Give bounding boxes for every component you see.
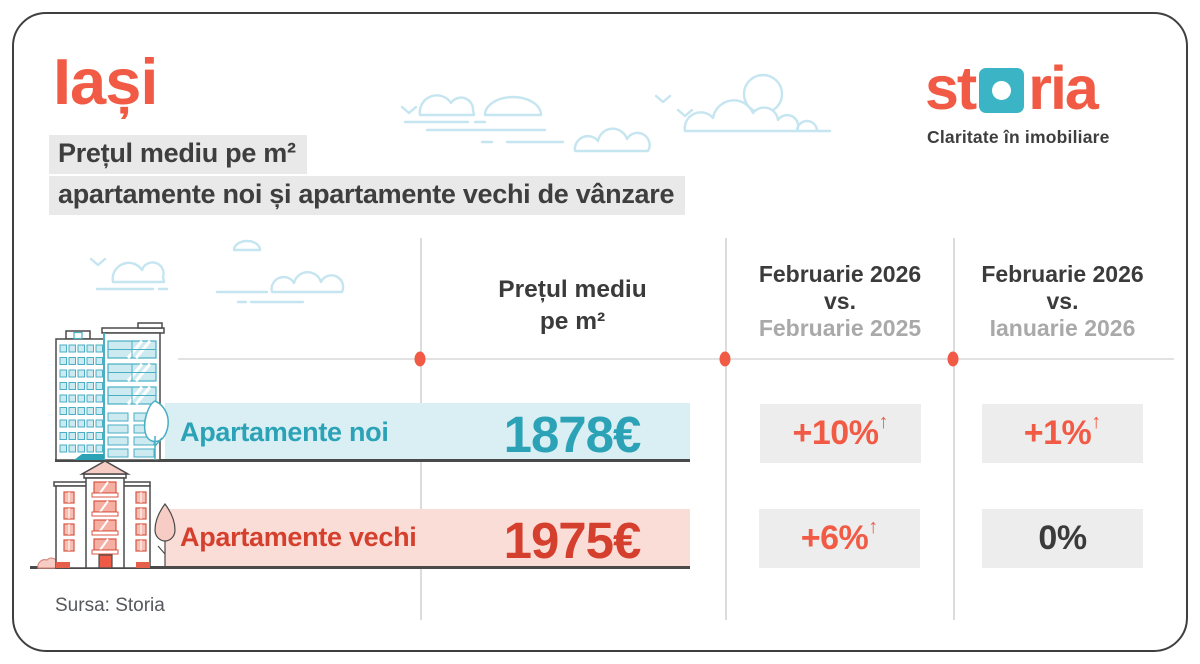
cloud-icon — [111, 261, 166, 284]
up-arrow-icon: ↑ — [1091, 411, 1102, 433]
old-yoy-change-badge: +6% ↑ — [759, 509, 920, 568]
timeline-dot — [414, 351, 426, 367]
storia-logo: st ria — [925, 54, 1099, 122]
subtitle-line1: Prețul mediu pe m² — [49, 135, 307, 174]
bird-icon — [400, 105, 418, 115]
ground-line-new — [55, 459, 690, 462]
mom-column-header: Februarie 2026 vs. Ianuarie 2026 — [981, 261, 1144, 341]
logo-text-st: st — [925, 54, 977, 122]
column-divider-line — [953, 238, 955, 620]
cloud-icon — [573, 127, 651, 153]
timeline-line — [178, 358, 1174, 360]
cloud-icon — [483, 95, 543, 117]
new-mom-change-badge: +1% ↑ — [982, 404, 1143, 463]
bird-icon — [676, 108, 694, 118]
cloud-icon — [683, 99, 832, 133]
new-yoy-change-badge: +10% ↑ — [760, 404, 921, 463]
cloud-icon — [418, 94, 476, 117]
logo-tagline: Claritate în imobiliare — [927, 127, 1110, 147]
old-mom-change-badge: 0% — [982, 509, 1143, 568]
sun-icon — [742, 73, 784, 115]
cloud-icon — [270, 270, 345, 294]
up-arrow-icon: ↑ — [868, 516, 879, 538]
new-apartments-price: 1878€ — [503, 406, 642, 463]
old-apartments-row-band — [165, 509, 690, 567]
logo-text-ria: ria — [1028, 54, 1099, 122]
new-building-illustration — [55, 322, 169, 461]
new-apartments-row-band — [165, 403, 690, 460]
old-apartments-price: 1975€ — [503, 512, 642, 569]
price-column-header: Prețul mediu pe m² — [498, 276, 647, 335]
clouds-decoration-top — [400, 73, 832, 153]
source-note: Sursa: Storia — [55, 595, 165, 616]
bird-icon — [89, 257, 107, 267]
new-apartments-label: Apartamente noi — [180, 417, 389, 447]
cloud-icon — [232, 239, 262, 252]
clouds-decoration-left — [89, 239, 345, 304]
yoy-column-header: Februarie 2026 vs. Februarie 2025 — [758, 261, 922, 341]
up-arrow-icon: ↑ — [878, 411, 889, 433]
ground-line-old — [30, 566, 690, 569]
old-apartments-label: Apartamente vechi — [180, 522, 417, 552]
column-divider-line — [725, 238, 727, 620]
old-building-illustration — [37, 460, 176, 569]
city-title: Iași — [53, 45, 158, 118]
logo-o-dot — [992, 81, 1012, 101]
logo-o-square-icon — [979, 68, 1025, 114]
bird-icon — [654, 94, 672, 104]
subtitle-line2: apartamente noi și apartamente vechi de … — [49, 176, 686, 215]
timeline-dot — [947, 351, 959, 367]
timeline-dot — [719, 351, 731, 367]
